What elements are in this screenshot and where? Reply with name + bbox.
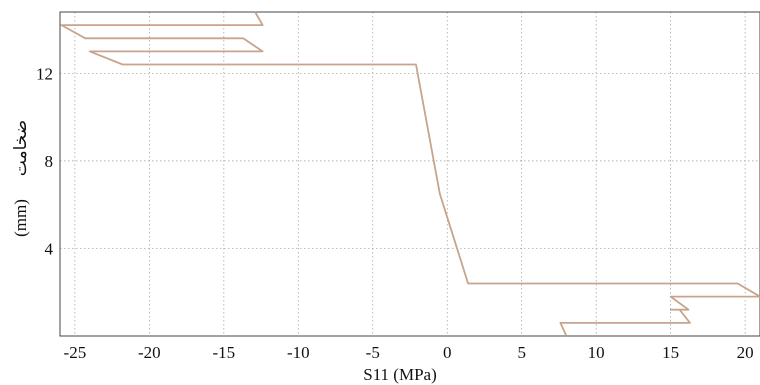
y-tick-label: 4 <box>45 239 54 258</box>
x-tick-label: 0 <box>443 343 452 362</box>
x-tick-label: 5 <box>517 343 526 362</box>
y-axis-label: ضخامت <box>11 120 30 176</box>
x-axis-label: S11 (MPa) <box>363 365 437 384</box>
plot-frame <box>59 11 760 337</box>
x-tick-label: 10 <box>588 343 605 362</box>
y-tick-label: 12 <box>36 64 53 83</box>
x-tick-label: -25 <box>64 343 87 362</box>
series-line <box>60 11 760 337</box>
grid-lines <box>60 12 760 336</box>
x-tick-label: -15 <box>212 343 235 362</box>
y-axis-unit: (mm) <box>11 199 30 237</box>
x-tick-label: -20 <box>138 343 161 362</box>
tick-labels: -25 -20 -15 -10 -5 0 5 10 15 20 4 8 12 <box>36 64 754 362</box>
x-tick-label: 20 <box>737 343 754 362</box>
x-tick-label: 15 <box>662 343 679 362</box>
y-tick-label: 8 <box>45 152 54 171</box>
x-tick-label: -5 <box>366 343 380 362</box>
x-tick-label: -10 <box>287 343 310 362</box>
